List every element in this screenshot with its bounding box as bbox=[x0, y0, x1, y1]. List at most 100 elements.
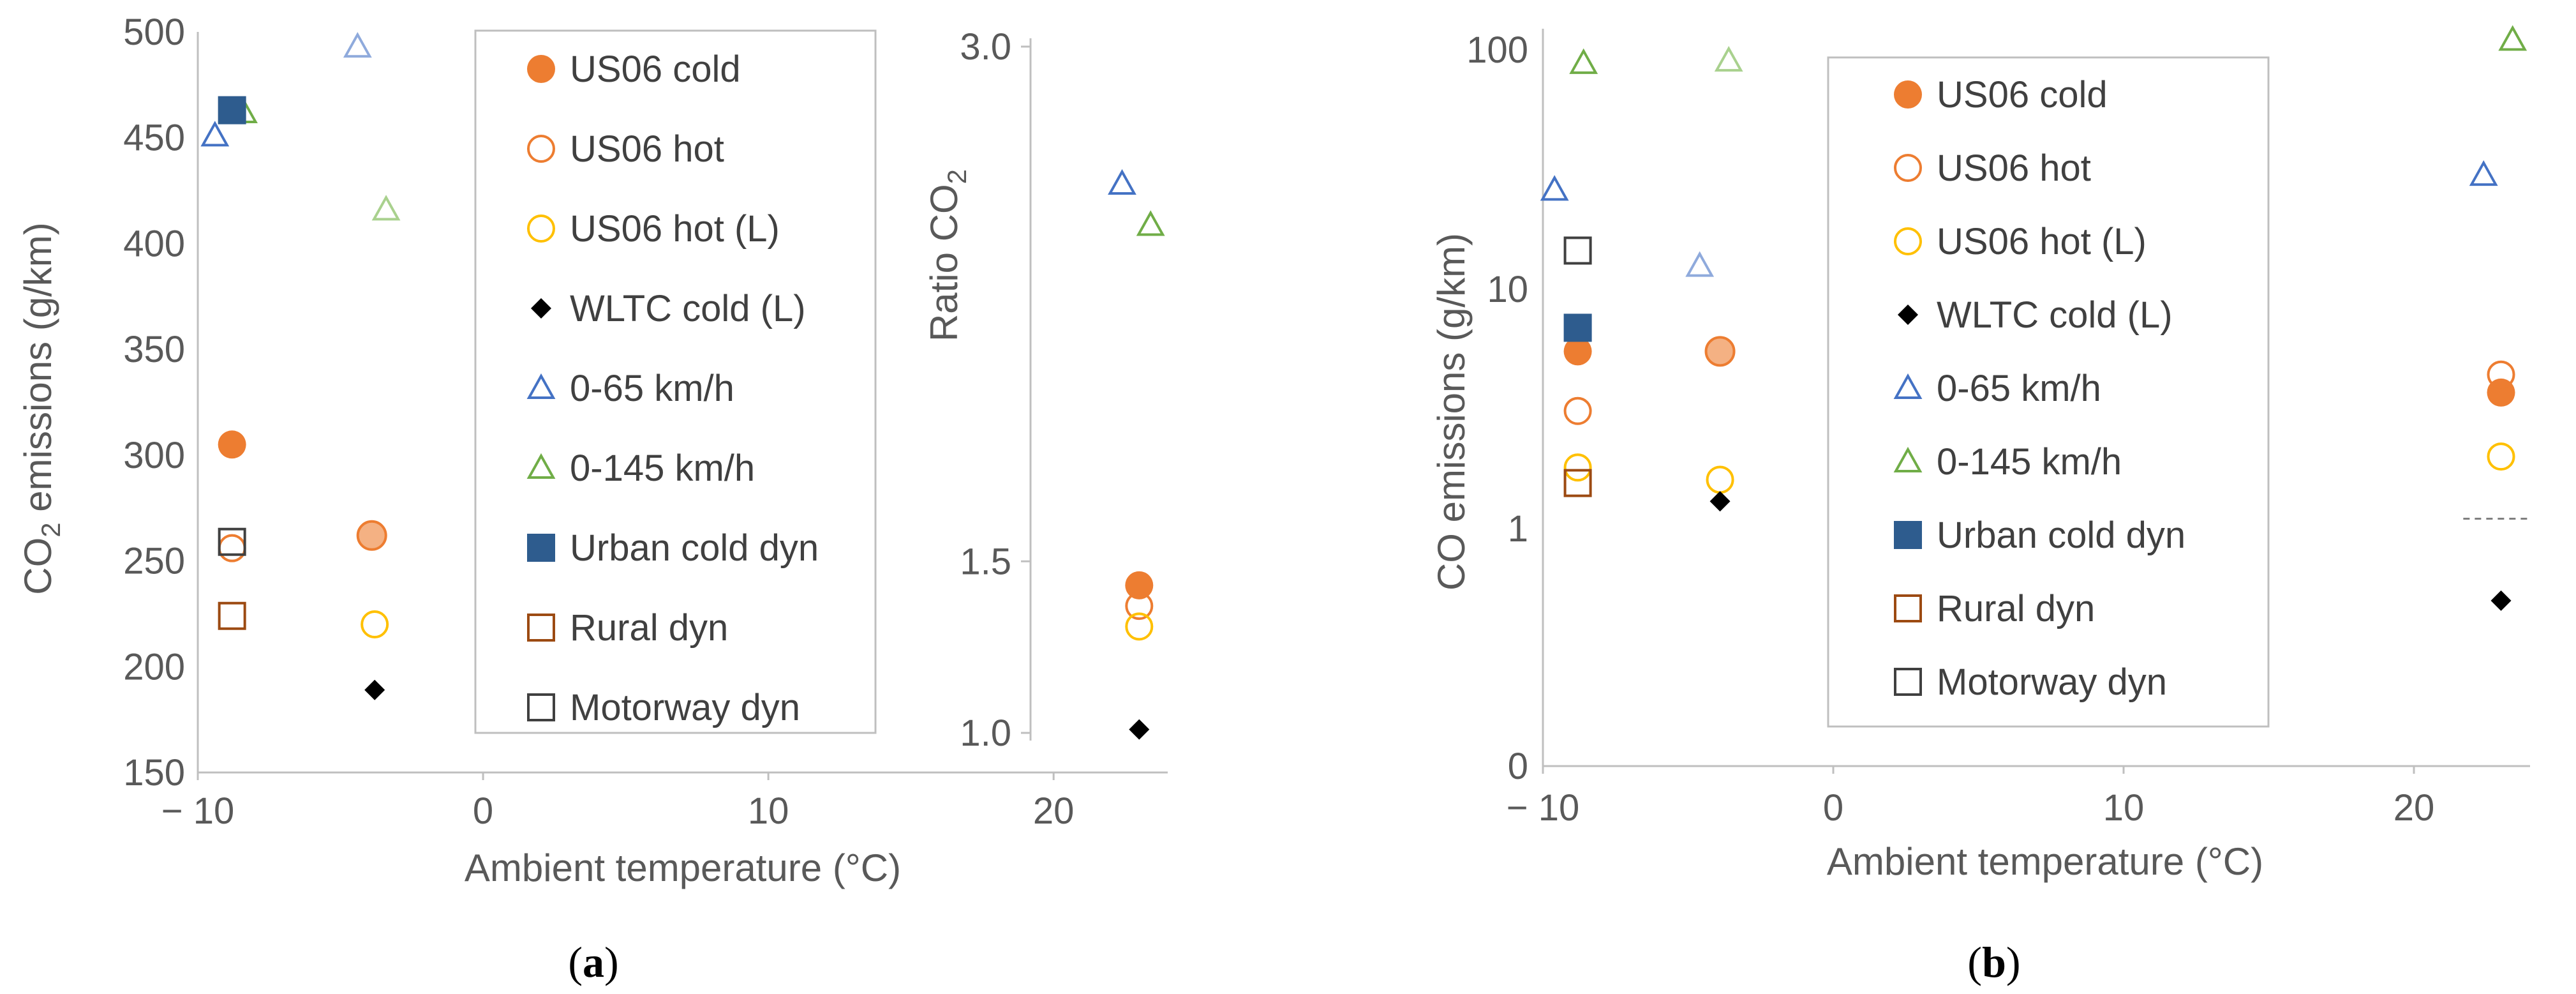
panel-a-y-tick-label: 200 bbox=[123, 646, 185, 688]
panel-b-point-us06-hot-l bbox=[1706, 465, 1734, 494]
panel-b-legend-label-us06-cold: US06 cold bbox=[1937, 74, 2108, 116]
panel-b-point-0-145-km-h bbox=[1714, 46, 1743, 72]
panel-b-legend-label-wltc-cold-l: WLTC cold (L) bbox=[1937, 294, 2173, 336]
panel-a-legend-marker-urban-cold-dyn bbox=[527, 534, 555, 562]
panel-b-point-wltc-cold-l bbox=[2490, 590, 2512, 611]
panel-a-ratio-tick-label: 3.0 bbox=[960, 26, 1011, 68]
panel-a-y-tick-label: 400 bbox=[123, 223, 185, 264]
panel-a-legend-marker-rural-dyn bbox=[527, 614, 555, 642]
panel-a-ratio-point-0-145-km-h bbox=[1136, 210, 1165, 236]
panel-a-legend-label-0-65-km-h: 0-65 km/h bbox=[570, 368, 734, 409]
panel-b-y-tick-label: 100 bbox=[1466, 29, 1528, 71]
panel-a-y-tick-label: 500 bbox=[123, 11, 185, 53]
panel-b-point-us06-hot-l bbox=[1563, 453, 1592, 482]
panel-a-point-us06-cold bbox=[356, 520, 387, 551]
panel-b-point-us06-hot bbox=[2487, 360, 2515, 389]
panel-a-y-tick-label: 450 bbox=[123, 117, 185, 159]
panel-b-point-us06-hot-l bbox=[2487, 442, 2515, 471]
panel-b-point-0-145-km-h bbox=[1569, 48, 1598, 74]
panel-a-legend-label-wltc-cold-l: WLTC cold (L) bbox=[570, 288, 806, 329]
panel-a: 150 200 250 300 350 400 450 500 − 10 0 10 20 1.0 1.5 3… bbox=[17, 11, 1168, 986]
panel-b-x-tick-label: 0 bbox=[1823, 787, 1843, 829]
panel-b-legend-marker-motorway-dyn bbox=[1894, 668, 1922, 696]
panel-a-point-0-65-km-h bbox=[200, 121, 230, 147]
panel-a-point-motorway-dyn bbox=[218, 527, 246, 556]
panel-a-legend-marker-us06-cold bbox=[527, 55, 555, 83]
panel-a-y-tick-label: 300 bbox=[123, 435, 185, 476]
panel-b-legend-label-0-145-km-h: 0-145 km/h bbox=[1937, 441, 2122, 483]
panel-a-legend-marker-wltc-cold-l bbox=[531, 298, 551, 319]
panel-b-y-axis-label: CO emissions (g/km) bbox=[1430, 233, 1473, 591]
panel-b-legend: US06 cold US06 hot US06 hot (L) WLTC cold (… bbox=[1893, 74, 2185, 703]
panel-a-ratio-axis-label: Ratio CO2 bbox=[923, 169, 972, 342]
panel-a-ratio-point-wltc-cold-l bbox=[1129, 719, 1150, 740]
panel-a-ratio-point-0-65-km-h bbox=[1108, 169, 1136, 195]
panel-b-point-us06-cold bbox=[1704, 336, 1736, 367]
panel-b-legend-label-urban-cold-dyn: Urban cold dyn bbox=[1937, 515, 2185, 556]
panel-a-legend-label-us06-hot: US06 hot bbox=[570, 128, 724, 170]
panel-a-label: (a) bbox=[568, 938, 618, 986]
panel-a-point-us06-cold bbox=[218, 430, 246, 459]
panel-b-point-motorway-dyn bbox=[1563, 236, 1592, 265]
panel-a-legend-label-us06-hot-l: US06 hot (L) bbox=[570, 208, 780, 250]
panel-b-point-us06-cold bbox=[1563, 337, 1592, 366]
panel-a-point-0-65-km-h bbox=[343, 32, 372, 58]
panel-b-y-tick-label: 1 bbox=[1508, 508, 1528, 550]
panel-b-x-tick-label: 10 bbox=[2103, 787, 2145, 829]
panel-a-point-rural-dyn bbox=[218, 601, 246, 630]
panel-b-point-0-65-km-h bbox=[1540, 175, 1569, 201]
panel-a-ratio-tick-label: 1.0 bbox=[960, 712, 1011, 754]
panel-b-point-urban-cold-dyn bbox=[1563, 313, 1592, 342]
panel-a-ratio-point-us06-cold bbox=[1125, 571, 1154, 599]
panel-b-label: (b) bbox=[1967, 938, 2020, 986]
panel-b-x-axis-label: Ambient temperature (°C) bbox=[1827, 840, 2263, 883]
panel-a-legend-marker-us06-hot-l bbox=[527, 215, 555, 243]
panel-b-point-0-65-km-h bbox=[2469, 160, 2498, 186]
panel-a-point-us06-hot bbox=[218, 534, 246, 562]
panel-b-point-rural-dyn bbox=[1563, 469, 1592, 497]
panel-a-x-tick-label: 10 bbox=[748, 790, 789, 832]
panel-b-legend-marker-urban-cold-dyn bbox=[1894, 521, 1922, 549]
panel-b-legend-label-0-65-km-h: 0-65 km/h bbox=[1937, 368, 2101, 409]
panel-a-x-axis-label: Ambient temperature (°C) bbox=[465, 847, 901, 889]
panel-b-legend-marker-0-145-km-h bbox=[1893, 446, 1923, 472]
panel-a-legend-marker-motorway-dyn bbox=[527, 693, 555, 721]
panel-a-legend-marker-0-145-km-h bbox=[526, 453, 556, 479]
panel-a-y-tick-label: 350 bbox=[123, 329, 185, 370]
panel-b-legend-label-motorway-dyn: Motorway dyn bbox=[1937, 661, 2167, 703]
panel-b-legend-marker-0-65-km-h bbox=[1893, 373, 1923, 399]
panel-a-point-wltc-cold-l bbox=[364, 679, 385, 700]
panel-b-legend-marker-wltc-cold-l bbox=[1898, 305, 1918, 325]
panel-b-point-0-145-km-h bbox=[2498, 25, 2528, 51]
panel-b-legend-label-us06-hot: US06 hot bbox=[1937, 147, 2091, 189]
panel-b-legend-label-us06-hot-l: US06 hot (L) bbox=[1937, 221, 2147, 262]
panel-b-x-tick-label: − 10 bbox=[1507, 787, 1580, 829]
panel-b-point-us06-hot bbox=[1563, 396, 1592, 425]
panel-a-x-tick-label: 20 bbox=[1033, 790, 1075, 832]
panel-b-legend-marker-us06-hot bbox=[1894, 154, 1922, 182]
panel-a-legend: US06 cold US06 hot US06 hot (L) WLTC cold (… bbox=[526, 49, 819, 728]
panel-b-y-tick-label: 0 bbox=[1508, 746, 1528, 787]
panel-b-y-tick-label: 10 bbox=[1487, 269, 1528, 310]
panel-a-legend-label-urban-cold-dyn: Urban cold dyn bbox=[570, 527, 819, 569]
panel-a-legend-marker-0-65-km-h bbox=[526, 373, 556, 399]
panel-a-ratio-point-us06-hot bbox=[1125, 592, 1154, 621]
panel-b-point-wltc-cold-l bbox=[1709, 491, 1731, 512]
panel-a-y-axis-label: CO2 emissions (g/km) bbox=[17, 222, 66, 594]
panel-b-legend-marker-rural-dyn bbox=[1894, 594, 1922, 622]
panel-a-x-tick-label: 0 bbox=[473, 790, 493, 832]
panel-a-y-tick-label: 150 bbox=[123, 752, 185, 794]
panel-a-x-tick-label: − 10 bbox=[161, 790, 235, 832]
panel-b-legend-label-rural-dyn: Rural dyn bbox=[1937, 588, 2095, 629]
panel-a-point-urban-cold-dyn bbox=[218, 96, 246, 124]
panel-b-legend-marker-us06-hot-l bbox=[1894, 227, 1922, 255]
panel-b-point-0-65-km-h bbox=[1685, 251, 1715, 277]
panel-a-legend-label-0-145-km-h: 0-145 km/h bbox=[570, 448, 755, 489]
panel-a-legend-label-motorway-dyn: Motorway dyn bbox=[570, 687, 800, 728]
panel-b-legend-box bbox=[1827, 56, 2270, 728]
panel-a-y-tick-label: 250 bbox=[123, 541, 185, 582]
panel-a-point-0-145-km-h bbox=[371, 195, 401, 221]
panel-a-ratio-tick-label: 1.5 bbox=[960, 541, 1011, 582]
